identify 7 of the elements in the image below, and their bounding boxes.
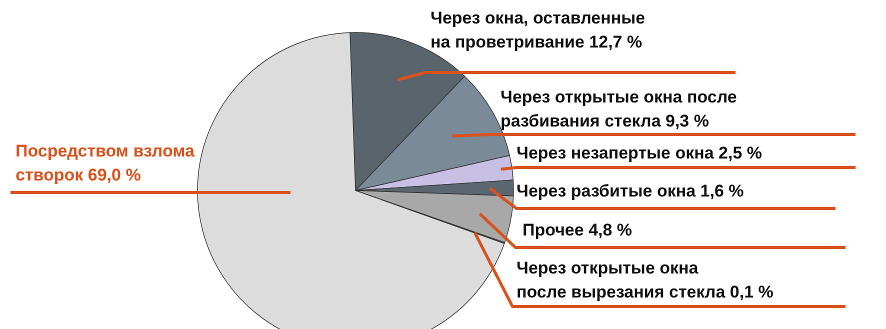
slice-label: Через открытые окна после вырезания стекла 0,1 % [516,258,774,302]
slice-label: Посредством взлома створок 69,0 % [16,142,195,184]
slice-label: Прочее 4,8 % [522,220,632,240]
slice-label: Через разбитые окна 1,6 % [516,182,744,200]
slice-label: Через незапертые окна 2,5 % [516,144,762,162]
slice-label: Через открытые окна после разбивания стекла 9,3 % [500,88,737,130]
slice-label: Через окна, оставленные на проветривание 12,7 % [430,8,646,52]
